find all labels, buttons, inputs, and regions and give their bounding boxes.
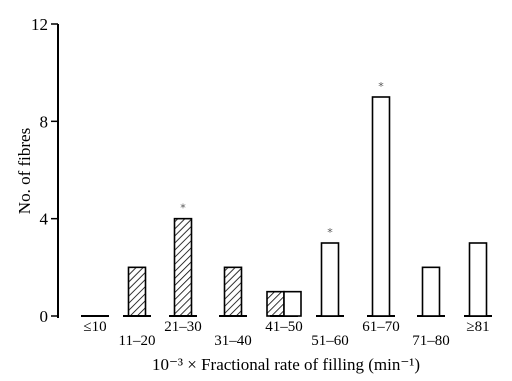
bar-hatched (127, 266, 147, 317)
x-axis-title: 10⁻³ × Fractional rate of filling (min⁻¹… (152, 355, 420, 374)
bar-open (371, 96, 391, 317)
x-tick-label: ≥81 (466, 319, 489, 335)
significance-marker: * (378, 80, 384, 93)
x-tick-label: 41–50 (265, 319, 303, 335)
significance-marker: * (180, 202, 186, 215)
significance-markers: * * * (180, 80, 384, 239)
y-tick-label: 0 (40, 307, 49, 326)
x-tick-labels: ≤10 11–20 21–30 31–40 41–50 51–60 61–70 71–80 ≥8… (83, 319, 489, 349)
y-tick-label: 4 (40, 210, 49, 229)
x-tick-label: ≤10 (83, 319, 106, 335)
bars-group (81, 96, 492, 317)
x-tick-label: 71–80 (412, 333, 450, 349)
bar-hatched (266, 290, 285, 317)
bar-hatched (173, 217, 193, 317)
y-ticks: 0 4 8 12 (31, 15, 58, 326)
y-tick-label: 12 (31, 15, 48, 34)
y-axis-title: No. of fibres (15, 128, 34, 214)
x-tick-label: 21–30 (164, 319, 202, 335)
x-tick-label: 31–40 (214, 333, 252, 349)
bar-open (320, 242, 340, 317)
significance-marker: * (327, 226, 333, 239)
bar-hatched (223, 266, 243, 317)
bar-open (421, 266, 441, 317)
y-tick-label: 8 (40, 112, 49, 131)
x-tick-label: 11–20 (119, 333, 156, 349)
bar-open (283, 290, 302, 317)
bar-open (468, 242, 488, 317)
x-tick-label: 51–60 (311, 333, 349, 349)
x-tick-label: 61–70 (362, 319, 400, 335)
